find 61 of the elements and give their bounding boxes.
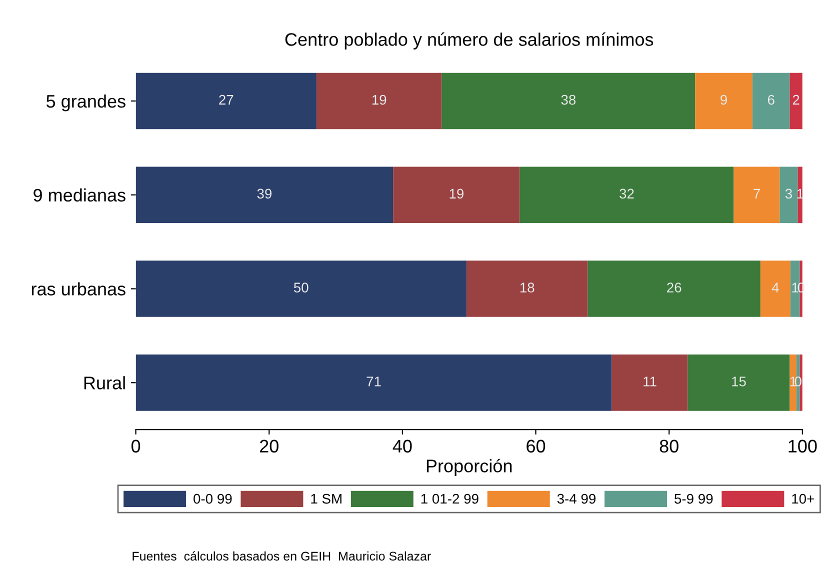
bar: [695, 72, 752, 130]
data-label: 2: [792, 94, 800, 105]
bar: [780, 166, 798, 224]
source-note: Fuentes cálculos basados en GEIH Mauricio Salazar: [132, 551, 431, 561]
y-tick-label: ras urbanas: [32, 282, 126, 296]
bar: [790, 354, 796, 411]
data-label: 7: [754, 188, 760, 198]
data-label: 19: [450, 188, 464, 199]
data-label: 11: [644, 376, 656, 386]
bar: [316, 72, 442, 130]
bar: [136, 166, 394, 224]
bar: [520, 166, 734, 224]
data-label: 50: [294, 282, 308, 292]
data-label: 26: [667, 282, 682, 292]
bar: [588, 260, 760, 317]
x-tick-label: 40: [392, 440, 412, 453]
legend-label: 5-9 99: [674, 494, 713, 504]
legend-label: 1 SM: [311, 494, 342, 504]
bar: [790, 72, 802, 130]
bar: [752, 72, 790, 130]
data-label: 4: [772, 282, 779, 292]
data-label: 0: [798, 282, 804, 292]
bar: [796, 354, 800, 411]
y-tick-label: 5 grandes: [46, 94, 126, 112]
data-label: 38: [561, 94, 576, 105]
bar: [136, 354, 612, 411]
data-label: 32: [620, 188, 634, 199]
bar: [734, 166, 780, 224]
data-label: 0: [794, 376, 802, 386]
bar: [136, 72, 316, 130]
data-label: 27: [219, 94, 234, 105]
data-label: 1: [790, 376, 796, 386]
x-tick-label: 80: [660, 440, 678, 453]
data-label: 1: [792, 282, 798, 292]
bar: [393, 166, 520, 224]
data-label: 18: [520, 282, 534, 292]
x-tick-label: 60: [526, 440, 546, 453]
data-label: 39: [257, 188, 272, 199]
legend-label: 3-4 99: [557, 494, 596, 504]
x-tick-label: 100: [788, 440, 817, 453]
legend-label: 10+: [792, 494, 814, 504]
legend-label: 1 01-2 99: [421, 494, 478, 504]
bar: [612, 354, 688, 411]
data-label: 3: [785, 188, 792, 199]
bar: [760, 260, 790, 317]
chart-title: Centro poblado y número de salarios mínimos: [285, 32, 654, 50]
legend-label: 0-0 99: [194, 494, 232, 504]
bar: [688, 354, 790, 411]
data-label: 15: [732, 376, 746, 386]
data-label: 71: [366, 376, 381, 386]
bar: [466, 260, 588, 317]
x-tick-label: 20: [260, 440, 278, 453]
bar: [442, 72, 696, 130]
x-tick-label: 0: [131, 440, 140, 453]
y-tick-label: Rural: [84, 376, 125, 390]
y-tick-label: 9 medianas: [34, 188, 126, 202]
data-label: 6: [768, 94, 774, 105]
data-label: 19: [372, 94, 386, 105]
x-axis-title: Proporción: [426, 458, 512, 476]
bar: [136, 260, 466, 317]
data-label: 9: [720, 94, 727, 105]
